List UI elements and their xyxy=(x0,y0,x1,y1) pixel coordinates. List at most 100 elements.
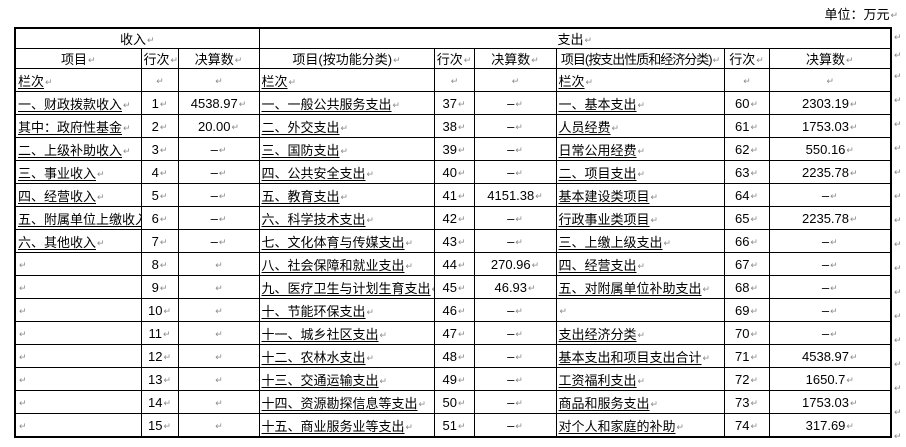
econ-item-cell: 二、项目支出↵ xyxy=(555,160,725,184)
func-rowno-cell: 39↵ xyxy=(433,137,475,161)
return-mark-icon: ↵ xyxy=(215,374,223,385)
return-mark-icon: ↵ xyxy=(418,398,427,409)
econ-value-cell: –↵ xyxy=(768,298,892,322)
income-section-header: 收入↵ xyxy=(14,27,260,49)
return-mark-icon: ↵ xyxy=(393,55,401,65)
income-rowno-cell: ↵ xyxy=(140,68,179,92)
row-end-marks: ↵ ↵ ↵ ↵ ↵ ↵ ↵ ↵ ↵ ↵ ↵ ↵ ↵ ↵ ↵ ↵ ↵ ↵ xyxy=(893,27,905,447)
return-mark-icon: ↵ xyxy=(894,407,902,417)
func-value-cell: –↵ xyxy=(473,160,557,184)
income-rowno-cell: 13↵ xyxy=(140,367,179,391)
return-mark-icon: ↵ xyxy=(528,282,536,293)
return-mark-icon: ↵ xyxy=(515,351,523,362)
return-mark-icon: ↵ xyxy=(159,167,168,178)
econ-item-cell: 人员经费↵ xyxy=(555,114,725,138)
return-mark-icon: ↵ xyxy=(826,75,835,86)
econ-item-cell: 五、对附属单位补助支出↵ xyxy=(555,275,725,299)
econ-rowno-cell: 67↵ xyxy=(723,252,770,276)
col-header-func-value: 决算数↵ xyxy=(473,48,557,69)
return-mark-icon: ↵ xyxy=(894,32,902,42)
income-item-cell: ↵ xyxy=(14,321,142,345)
column-header-row: 项目↵ 行次↵ 决算数↵ 项目(按功能分类)↵ 行次↵ 决算数↵ 项目(按支出性… xyxy=(14,48,892,69)
return-mark-icon: ↵ xyxy=(515,305,523,316)
func-rowno-cell: 50↵ xyxy=(433,390,475,414)
return-mark-icon: ↵ xyxy=(830,190,838,201)
return-mark-icon: ↵ xyxy=(218,190,227,201)
return-mark-icon: ↵ xyxy=(463,55,472,65)
econ-item-cell: 对个人和家庭的补助↵ xyxy=(555,413,725,438)
return-mark-icon: ↵ xyxy=(637,375,646,386)
func-rowno-cell: 42↵ xyxy=(433,206,475,230)
income-value-cell: –↵ xyxy=(177,229,260,253)
row-end-mark: ↵ xyxy=(893,424,905,447)
return-mark-icon: ↵ xyxy=(850,397,858,408)
return-mark-icon: ↵ xyxy=(405,260,414,271)
econ-item-cell: 一、基本支出↵ xyxy=(555,91,725,115)
econ-rowno-cell: 65↵ xyxy=(723,206,770,230)
return-mark-icon: ↵ xyxy=(515,144,523,155)
row-end-mark: ↵ xyxy=(893,27,905,46)
econ-value-cell: ↵ xyxy=(768,68,892,92)
income-rowno-cell: 6↵ xyxy=(140,206,179,230)
econ-value-cell: 1753.03↵ xyxy=(768,114,892,138)
income-rowno-cell: 4↵ xyxy=(140,160,179,184)
func-rowno-cell: 45↵ xyxy=(433,275,475,299)
econ-rowno-cell: 69↵ xyxy=(723,298,770,322)
func-value-cell: –↵ xyxy=(473,367,557,391)
return-mark-icon: ↵ xyxy=(170,55,178,65)
return-mark-icon: ↵ xyxy=(515,167,523,178)
return-mark-icon: ↵ xyxy=(894,95,902,105)
return-mark-icon: ↵ xyxy=(750,190,759,201)
return-mark-icon: ↵ xyxy=(894,311,902,321)
func-value-cell: –↵ xyxy=(473,344,557,368)
return-mark-icon: ↵ xyxy=(850,213,858,224)
func-item-cell: 二、外交支出↵ xyxy=(258,114,435,138)
col-header-econ-value: 决算数↵ xyxy=(768,48,892,69)
econ-rowno-cell: 72↵ xyxy=(723,367,770,391)
econ-value-cell: 4538.97↵ xyxy=(768,344,892,368)
return-mark-icon: ↵ xyxy=(123,145,131,156)
income-item-cell: 一、财政拨款收入↵ xyxy=(14,91,142,115)
row-end-mark: ↵ xyxy=(893,304,905,328)
return-mark-icon: ↵ xyxy=(846,420,854,431)
return-mark-icon: ↵ xyxy=(750,167,759,178)
return-mark-icon: ↵ xyxy=(637,99,646,110)
return-mark-icon: ↵ xyxy=(535,190,543,201)
return-mark-icon: ↵ xyxy=(215,305,223,316)
return-mark-icon: ↵ xyxy=(457,190,466,201)
return-mark-icon: ↵ xyxy=(750,98,759,109)
return-mark-icon: ↵ xyxy=(156,75,164,86)
return-mark-icon: ↵ xyxy=(894,119,902,129)
income-item-cell: 其中：政府性基金↵ xyxy=(14,114,142,138)
return-mark-icon: ↵ xyxy=(650,214,659,225)
return-mark-icon: ↵ xyxy=(19,397,27,408)
func-item-cell: 十四、资源勘探信息等支出↵ xyxy=(258,390,435,414)
econ-value-cell: 2235.78↵ xyxy=(768,160,892,184)
return-mark-icon: ↵ xyxy=(218,236,227,247)
econ-rowno-cell: 60↵ xyxy=(723,91,770,115)
return-mark-icon: ↵ xyxy=(894,287,902,297)
econ-item-cell: 工资福利支出↵ xyxy=(555,367,725,391)
return-mark-icon: ↵ xyxy=(515,328,523,339)
func-value-cell: –↵ xyxy=(473,298,557,322)
return-mark-icon: ↵ xyxy=(515,98,523,109)
return-mark-icon: ↵ xyxy=(637,329,646,340)
return-mark-icon: ↵ xyxy=(515,213,523,224)
return-mark-icon: ↵ xyxy=(846,144,854,155)
return-mark-icon: ↵ xyxy=(750,328,759,339)
income-value-cell: ↵ xyxy=(177,252,260,276)
return-mark-icon: ↵ xyxy=(894,263,902,273)
func-item-cell: 七、文化体育与传媒支出↵ xyxy=(258,229,435,253)
row-end-mark: ↵ xyxy=(893,88,905,112)
return-mark-icon: ↵ xyxy=(894,167,902,177)
return-mark-icon: ↵ xyxy=(215,259,223,270)
func-value-cell: –↵ xyxy=(473,390,557,414)
return-mark-icon: ↵ xyxy=(511,75,520,86)
func-value-cell: –↵ xyxy=(473,229,557,253)
return-mark-icon: ↵ xyxy=(457,259,466,270)
econ-value-cell: –↵ xyxy=(768,252,892,276)
return-mark-icon: ↵ xyxy=(405,237,414,248)
income-value-cell: –↵ xyxy=(177,137,260,161)
return-mark-icon: ↵ xyxy=(457,121,466,132)
